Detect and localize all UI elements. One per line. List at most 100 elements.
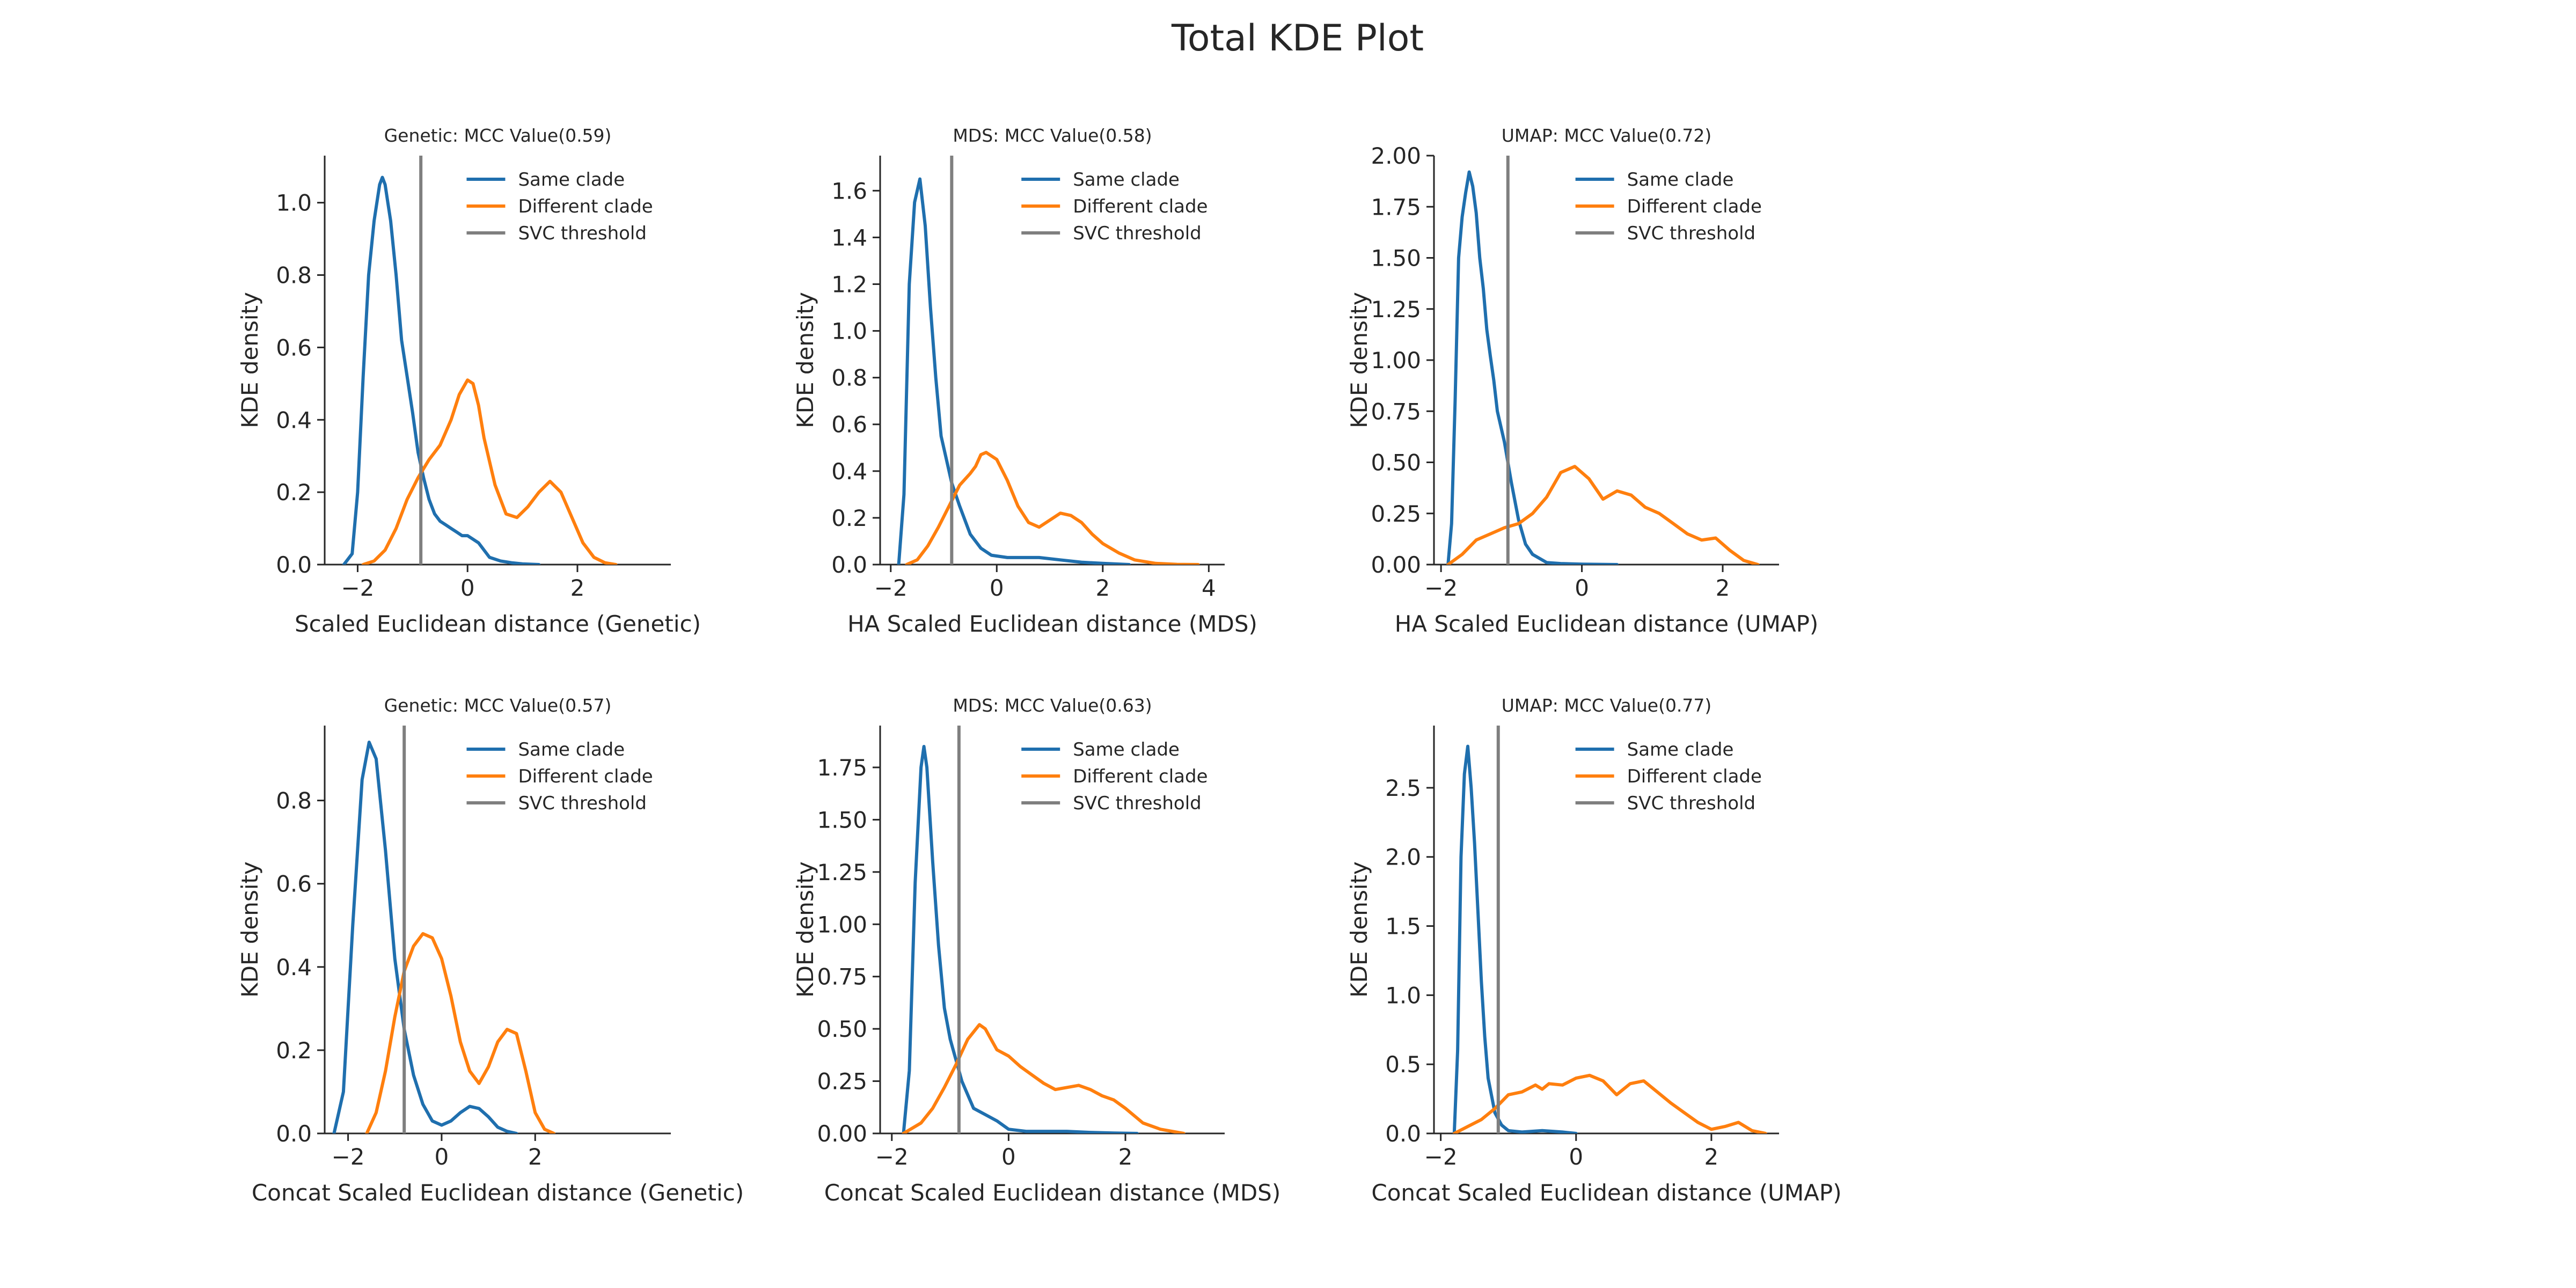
kde-subplot-1: Genetic: MCC Value(0.59) −2 0 2 0.0 0.2 0.4 0.6… (237, 125, 701, 637)
y-tick-label: 1.0 (1385, 982, 1421, 1008)
kde-subplot-3: UMAP: MCC Value(0.72) −2 0 2 0.00 0.25 0.50 0.7… (1346, 125, 1818, 637)
y-tick-label: 0.25 (817, 1069, 867, 1095)
y-tick-label: 0.0 (1385, 1121, 1421, 1147)
legend: Same clade Different clade SVC threshold (466, 169, 653, 244)
x-tick-label: 2 (1704, 1144, 1719, 1170)
different-clade-curve (1452, 1073, 1767, 1133)
y-axis-label: KDE density (1346, 861, 1372, 998)
x-tick-label: 2 (1716, 575, 1730, 601)
subplot-title: Genetic: MCC Value(0.57) (384, 695, 612, 716)
subplot-title: UMAP: MCC Value(0.77) (1502, 695, 1712, 716)
legend-different-clade: Different clade (1073, 766, 1208, 787)
y-tick-label: 0.4 (276, 954, 312, 980)
y-tick-label: 0.2 (831, 505, 867, 531)
y-tick-label: 0.00 (817, 1121, 867, 1147)
y-axis-label: KDE density (237, 861, 263, 998)
same-clade-curve (1446, 170, 1619, 565)
legend: Same clade Different clade SVC threshold (1021, 739, 1208, 814)
legend: Same clade Different clade SVC threshold (1575, 169, 1762, 244)
x-tick-label: 0 (1569, 1144, 1583, 1170)
x-tick-label: −2 (332, 1144, 365, 1170)
legend-same-clade: Same clade (1073, 739, 1180, 760)
legend-svc-threshold: SVC threshold (1627, 793, 1756, 814)
x-tick-label: 0 (1001, 1144, 1016, 1170)
y-axis-label: KDE density (792, 861, 818, 998)
y-tick-label: 1.75 (1371, 194, 1421, 220)
y-tick-label: 1.5 (1385, 913, 1421, 940)
x-tick-label: −2 (1424, 1144, 1458, 1170)
kde-subplot-5: MDS: MCC Value(0.63) −2 0 2 0.00 0.25 0.50 0.75… (792, 695, 1280, 1206)
y-tick-label: 1.00 (817, 911, 867, 938)
kde-subplot-2: MDS: MCC Value(0.58) −2 0 2 4 0.0 0.2 0.4 0.6 0.8… (792, 125, 1257, 637)
y-tick-label: 0.8 (831, 365, 867, 391)
subplot-title: MDS: MCC Value(0.58) (953, 125, 1152, 146)
legend-different-clade: Different clade (518, 766, 653, 787)
same-clade-curve (1452, 744, 1578, 1133)
legend-svc-threshold: SVC threshold (1073, 793, 1202, 814)
y-tick-label: 0.0 (831, 552, 867, 578)
y-tick-label: 1.75 (817, 755, 867, 781)
y-tick-label: 0.6 (276, 871, 312, 897)
different-clade-curve (902, 1023, 1185, 1133)
y-tick-label: 1.0 (276, 190, 312, 216)
y-tick-label: 0.4 (831, 458, 867, 485)
y-tick-label: 0.6 (276, 334, 312, 361)
y-tick-label: 0.00 (1371, 552, 1421, 578)
same-clade-curve (332, 741, 518, 1133)
legend-same-clade: Same clade (518, 739, 625, 760)
different-clade-curve (361, 378, 618, 565)
y-tick-label: 0.5 (1385, 1051, 1421, 1078)
x-axis-label: HA Scaled Euclidean distance (UMAP) (1395, 611, 1819, 637)
y-tick-label: 0.75 (1371, 398, 1421, 425)
y-tick-label: 0.2 (276, 1037, 312, 1064)
subplot-title: UMAP: MCC Value(0.72) (1502, 125, 1712, 146)
y-tick-label: 0.0 (276, 1121, 312, 1147)
legend: Same clade Different clade SVC threshold (466, 739, 653, 814)
y-tick-label: 1.2 (831, 271, 867, 297)
y-tick-label: 0.25 (1371, 501, 1421, 527)
kde-subplot-6: UMAP: MCC Value(0.77) −2 0 2 0.0 0.5 1.0 1.5 2.0… (1346, 695, 1842, 1206)
y-tick-label: 1.50 (1371, 245, 1421, 272)
x-tick-label: 0 (1575, 575, 1589, 601)
x-tick-label: 2 (1095, 575, 1110, 601)
legend-svc-threshold: SVC threshold (518, 793, 647, 814)
x-tick-label: 2 (1118, 1144, 1133, 1170)
y-tick-label: 2.5 (1385, 775, 1421, 801)
plot-area (1446, 170, 1760, 565)
subplot-grid: Genetic: MCC Value(0.59) −2 0 2 0.0 0.2 0.4 0.6… (237, 125, 1842, 1206)
x-tick-label: −2 (874, 575, 908, 601)
y-tick-label: 2.00 (1371, 143, 1421, 169)
y-tick-label: 0.50 (1371, 450, 1421, 476)
x-tick-label: 0 (435, 1144, 449, 1170)
y-tick-label: 0.0 (276, 552, 312, 578)
subplot-title: MDS: MCC Value(0.63) (953, 695, 1152, 716)
y-tick-label: 0.50 (817, 1016, 867, 1042)
y-tick-label: 0.4 (276, 407, 312, 433)
x-tick-label: −2 (875, 1144, 909, 1170)
x-tick-label: −2 (341, 575, 374, 601)
y-tick-label: 1.50 (817, 807, 867, 833)
x-axis-label: Concat Scaled Euclidean distance (MDS) (824, 1180, 1280, 1206)
y-tick-label: 0.6 (831, 412, 867, 438)
y-axis-label: KDE density (792, 292, 818, 428)
legend-different-clade: Different clade (1073, 196, 1208, 217)
y-tick-label: 1.6 (831, 178, 867, 204)
y-axis-label: KDE density (237, 292, 263, 428)
y-tick-label: 0.75 (817, 964, 867, 990)
legend-different-clade: Different clade (1627, 766, 1762, 787)
different-clade-curve (365, 932, 556, 1133)
legend-same-clade: Same clade (518, 169, 625, 191)
y-tick-label: 0.8 (276, 788, 312, 814)
same-clade-curve (342, 175, 541, 565)
plot-area (342, 175, 618, 565)
plot-area (332, 741, 556, 1133)
y-tick-label: 1.25 (1371, 296, 1421, 323)
x-tick-label: 2 (528, 1144, 543, 1170)
legend: Same clade Different clade SVC threshold (1575, 739, 1762, 814)
legend-same-clade: Same clade (1073, 169, 1180, 191)
y-tick-label: 0.8 (276, 262, 312, 289)
x-tick-label: 2 (570, 575, 585, 601)
legend-different-clade: Different clade (518, 196, 653, 217)
legend-svc-threshold: SVC threshold (1073, 223, 1202, 244)
